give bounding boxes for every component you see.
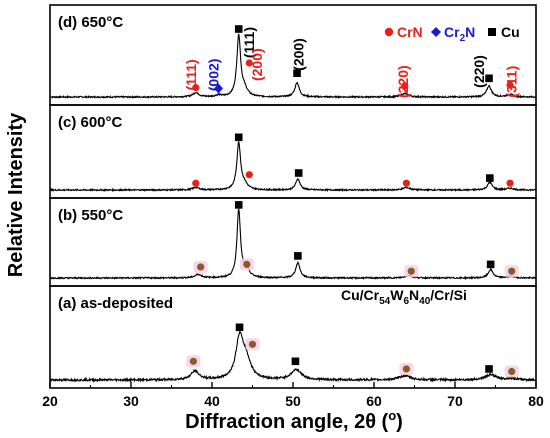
legend-cr2n-label: Cr2N bbox=[444, 24, 475, 44]
panel-title: (d) 650°C bbox=[58, 14, 123, 31]
cu-peak-marker bbox=[485, 74, 493, 83]
crn-peak-marker bbox=[248, 340, 257, 348]
cu-peak-marker bbox=[234, 201, 243, 209]
x-tick-label: 60 bbox=[366, 393, 382, 409]
legend-cr2n-label-cr: Cr bbox=[444, 24, 460, 40]
crn-peak-marker bbox=[243, 260, 251, 268]
spectrum-line bbox=[49, 141, 537, 193]
panel-title: (c) 600°C bbox=[58, 114, 123, 131]
hkl-label: (002) bbox=[205, 59, 221, 92]
sample-label-cu-cr: Cu/Cr bbox=[341, 287, 380, 303]
legend-crn-marker bbox=[384, 27, 394, 37]
crn-peak-marker bbox=[506, 179, 514, 187]
panel-1: (c) 600°C bbox=[49, 104, 537, 199]
crn-peak-marker bbox=[189, 357, 197, 365]
x-tick-label: 50 bbox=[285, 393, 301, 409]
panel-2: (b) 550°C bbox=[49, 197, 537, 287]
panel-title: (b) 550°C bbox=[58, 207, 123, 224]
hkl-label: (311) bbox=[504, 66, 520, 98]
crn-peak-marker bbox=[192, 84, 200, 92]
cu-peak-marker bbox=[235, 323, 244, 332]
legend: CrN Cr2N Cu bbox=[384, 24, 520, 44]
crn-peak-marker bbox=[197, 263, 205, 271]
x-axis-label: Diffraction angle, 2θ (o) bbox=[185, 408, 403, 433]
hkl-label: (111) bbox=[183, 59, 199, 90]
legend-cu-marker bbox=[488, 28, 496, 36]
panel-title: (a) as-deposited bbox=[58, 295, 173, 312]
hkl-label: (200) bbox=[249, 48, 265, 81]
legend-cr2n-marker bbox=[431, 27, 441, 37]
crn-peak-marker bbox=[401, 82, 409, 90]
cu-peak-marker bbox=[486, 174, 494, 182]
crn-peak-marker bbox=[245, 59, 253, 67]
sample-composition-label: Cu/Cr54W6N40/Cr/Si bbox=[341, 287, 467, 307]
spectrum-line bbox=[49, 208, 537, 281]
crn-peak-marker bbox=[192, 179, 200, 187]
x-tick-label: 20 bbox=[42, 393, 58, 409]
x-axis-label-degree: o bbox=[388, 408, 396, 423]
panel-0: (111) (002)(111)(200) (200)(220) (220) (311)… bbox=[49, 4, 537, 106]
crn-peak-marker bbox=[508, 367, 516, 376]
crn-peak-marker bbox=[407, 267, 415, 275]
x-tick-label: 40 bbox=[204, 393, 220, 409]
cu-peak-marker bbox=[294, 169, 303, 177]
cu-peak-marker bbox=[293, 69, 301, 77]
crn-peak-marker bbox=[402, 365, 410, 373]
sample-label-sub54: 54 bbox=[379, 296, 391, 307]
legend-cr2n-label-n: N bbox=[465, 24, 475, 40]
crn-peak-marker bbox=[402, 179, 410, 187]
hkl-label: (220) bbox=[395, 65, 411, 98]
cu-peak-marker bbox=[234, 133, 243, 142]
x-axis-label-theta: θ bbox=[365, 411, 376, 433]
x-tick-label: 80 bbox=[528, 393, 544, 409]
hkl-label: (200) bbox=[291, 38, 307, 71]
cu-peak-marker bbox=[234, 25, 243, 33]
y-axis-label: Relative Intensity bbox=[5, 112, 27, 277]
spectrum-line bbox=[49, 330, 537, 383]
panel-3: (a) as-deposited bbox=[49, 285, 537, 389]
sample-label-sub40: 40 bbox=[419, 296, 431, 307]
x-axis-label-open: ( bbox=[376, 411, 389, 433]
legend-crn-label: CrN bbox=[397, 24, 423, 40]
cu-peak-marker bbox=[291, 357, 300, 366]
x-axis-label-main: Diffraction angle, 2 bbox=[185, 411, 365, 433]
sample-label-w: W bbox=[390, 287, 404, 303]
x-tick-label: 30 bbox=[123, 393, 139, 409]
x-axis-label-close: ) bbox=[396, 411, 403, 433]
crn-peak-marker bbox=[506, 81, 514, 89]
sample-label-n: N bbox=[409, 287, 419, 303]
cu-peak-marker bbox=[294, 252, 302, 260]
cu-peak-marker bbox=[486, 260, 495, 269]
spectrum-line bbox=[49, 32, 537, 100]
hkl-label: (220) bbox=[471, 55, 487, 88]
legend-cu-label: Cu bbox=[501, 24, 520, 40]
panels-layer: (111) (002)(111)(200) (200)(220) (220) (311)… bbox=[49, 4, 537, 389]
crn-peak-marker bbox=[245, 171, 253, 179]
panel-frame bbox=[49, 104, 537, 199]
cr2n-peak-marker bbox=[213, 83, 223, 94]
x-axis: 20 30 40 50 60 70 80 bbox=[42, 382, 544, 409]
hkl-label: (111) bbox=[241, 27, 257, 58]
sample-label-rest: /Cr/Si bbox=[430, 287, 467, 303]
cu-peak-marker bbox=[485, 365, 493, 373]
x-tick-label: 70 bbox=[447, 393, 463, 409]
sample-label-sub6: 6 bbox=[403, 296, 409, 307]
crn-peak-marker bbox=[508, 267, 516, 275]
legend-cr2n-label-sub: 2 bbox=[460, 33, 466, 44]
